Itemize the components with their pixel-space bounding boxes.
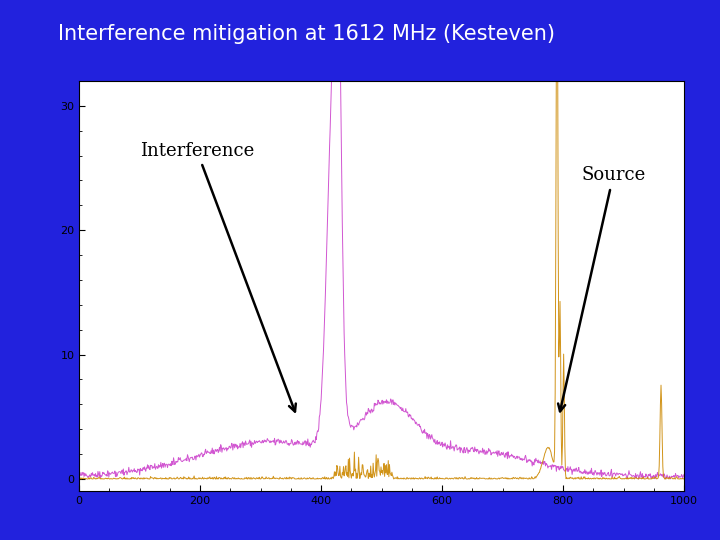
Text: Interference mitigation at 1612 MHz (Kesteven): Interference mitigation at 1612 MHz (Kes… — [58, 24, 554, 44]
Text: Interference: Interference — [140, 141, 296, 411]
Text: Source: Source — [558, 166, 645, 411]
